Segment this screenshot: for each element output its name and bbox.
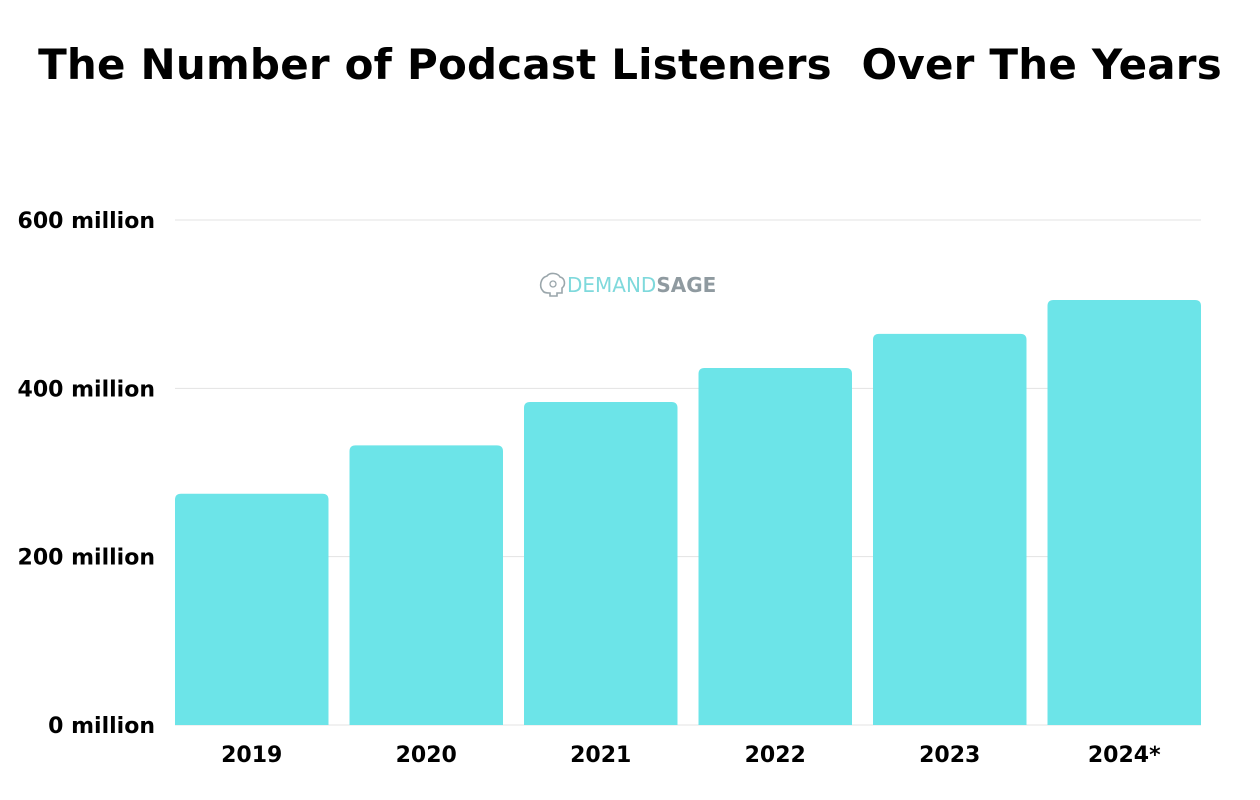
- x-category-label: 2019: [221, 743, 282, 768]
- y-tick-label: 600 million: [18, 209, 155, 234]
- demandsage-watermark: DEMANDSAGE: [539, 272, 716, 297]
- x-axis-category-labels: 2019 2020 2021 2022 2023 2024*: [221, 743, 1161, 768]
- bar-2022: [698, 367, 852, 725]
- y-tick-label: 400 million: [18, 377, 155, 402]
- gridlines: [175, 219, 1201, 726]
- x-category-label: 2021: [570, 743, 631, 768]
- y-axis-tick-labels: 0 million 200 million 400 million 600 milli…: [18, 209, 155, 739]
- bar-2020: [349, 445, 503, 725]
- svg-text:DEMANDSAGE: DEMANDSAGE: [567, 273, 716, 297]
- x-category-label: 2023: [919, 743, 980, 768]
- bars: [175, 300, 1201, 725]
- watermark-part-demand: DEMAND: [567, 273, 656, 297]
- bar-2023: [873, 333, 1027, 725]
- bar-2024: [1047, 300, 1201, 725]
- bar-2021: [524, 402, 678, 725]
- y-tick-label: 200 million: [18, 546, 155, 571]
- x-category-label: 2020: [396, 743, 457, 768]
- x-category-label: 2022: [745, 743, 806, 768]
- bar-2019: [175, 493, 329, 725]
- chart-title: The Number of Podcast Listeners Over The…: [38, 40, 1222, 89]
- watermark-part-sage: SAGE: [656, 273, 716, 297]
- x-category-label: 2024*: [1088, 743, 1161, 768]
- y-tick-label: 0 million: [48, 714, 155, 739]
- brain-logo-icon: [539, 272, 566, 297]
